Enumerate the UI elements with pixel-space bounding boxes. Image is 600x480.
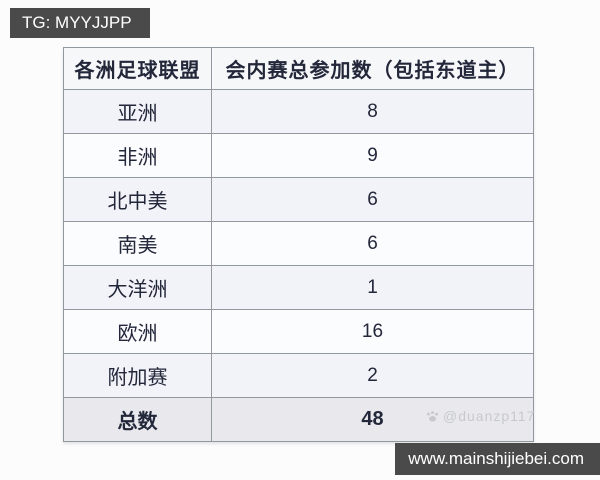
table-row-asia: 亚洲 8 [63, 89, 534, 134]
table-row-africa: 非洲 9 [63, 133, 534, 178]
table-row-south-america: 南美 6 [63, 221, 534, 266]
row-value: 16 [211, 309, 534, 354]
header-participants: 会内赛总参加数（包括东道主） [211, 47, 534, 90]
total-value: 48 [211, 397, 534, 442]
table-row-europe: 欧洲 16 [63, 309, 534, 354]
row-label: 南美 [63, 221, 212, 266]
row-label: 欧洲 [63, 309, 212, 354]
row-label: 非洲 [63, 133, 212, 178]
website-badge: www.mainshijiebei.com [395, 443, 600, 475]
table-row-total: 总数 48 [63, 397, 534, 442]
table-row-north-central-america: 北中美 6 [63, 177, 534, 222]
row-value: 6 [211, 177, 534, 222]
row-label: 大洋洲 [63, 265, 212, 310]
table-header-row: 各洲足球联盟 会内赛总参加数（包括东道主） [63, 47, 534, 90]
row-value: 6 [211, 221, 534, 266]
telegram-handle-badge: TG: MYYJJPP [10, 8, 150, 38]
table-row-playoff: 附加赛 2 [63, 353, 534, 398]
row-label: 附加赛 [63, 353, 212, 398]
row-value: 8 [211, 89, 534, 134]
row-label: 亚洲 [63, 89, 212, 134]
row-value: 9 [211, 133, 534, 178]
table-row-oceania: 大洋洲 1 [63, 265, 534, 310]
header-confederation: 各洲足球联盟 [63, 47, 212, 90]
total-label: 总数 [63, 397, 212, 442]
row-value: 1 [211, 265, 534, 310]
row-label: 北中美 [63, 177, 212, 222]
row-value: 2 [211, 353, 534, 398]
confederation-slots-table: 各洲足球联盟 会内赛总参加数（包括东道主） 亚洲 8 非洲 9 北中美 6 南美… [63, 47, 534, 442]
